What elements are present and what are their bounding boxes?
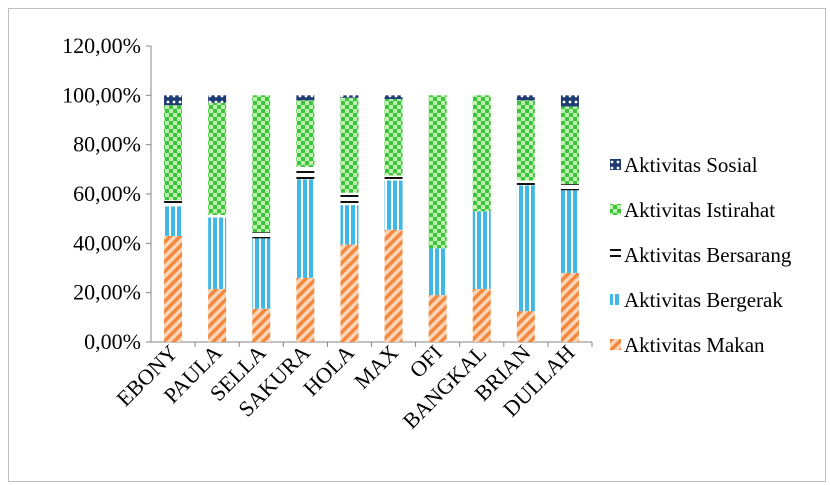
bar-segment-aktivitas-bergerak-ofi bbox=[428, 248, 447, 296]
bar-segment-aktivitas-bergerak-hola bbox=[340, 205, 359, 245]
bar-segment-aktivitas-istirahat-paula bbox=[208, 102, 227, 215]
bar-segment-aktivitas-bersarang-brian bbox=[516, 180, 535, 186]
bar-segment-aktivitas-sosial-brian bbox=[516, 95, 535, 101]
bar-segment-aktivitas-istirahat-brian bbox=[516, 100, 535, 181]
bar-segment-aktivitas-bergerak-brian bbox=[516, 185, 535, 312]
bar-segment-aktivitas-bergerak-dullah bbox=[560, 190, 579, 273]
legend-label: Aktivitas Istirahat bbox=[624, 198, 775, 222]
bar-segment-aktivitas-bergerak-sella bbox=[252, 238, 271, 309]
bar-segment-aktivitas-bergerak-ebony bbox=[164, 206, 183, 236]
bar-segment-aktivitas-bersarang-ebony bbox=[164, 200, 183, 207]
bar-segment-aktivitas-sosial-dullah bbox=[560, 95, 579, 107]
bar-segment-aktivitas-bersarang-max bbox=[384, 175, 403, 181]
legend-label: Aktivitas Bersarang bbox=[624, 243, 792, 267]
bar-segment-aktivitas-sosial-ebony bbox=[164, 95, 183, 106]
bar-segment-aktivitas-istirahat-max bbox=[384, 99, 403, 176]
legend: Aktivitas Sosial Aktivitas Istirahat Aktiv… bbox=[610, 153, 792, 357]
chart-frame: 0,00% 20,00% 40,00% 60,00% 80,00% 100,00% 120,… bbox=[8, 8, 826, 482]
y-tick-label: 120,00% bbox=[62, 33, 141, 58]
bar-segment-aktivitas-bergerak-max bbox=[384, 180, 403, 230]
y-tick-label: 0,00% bbox=[84, 329, 141, 354]
y-tick-label: 80,00% bbox=[73, 132, 141, 157]
y-tick-label: 60,00% bbox=[73, 181, 141, 206]
y-tick-label: 20,00% bbox=[73, 280, 141, 305]
bar-segment-aktivitas-istirahat-ofi bbox=[428, 95, 447, 249]
legend-label: Aktivitas Sosial bbox=[624, 153, 758, 177]
bar-segment-aktivitas-istirahat-sakura bbox=[296, 100, 315, 167]
bar-segment-aktivitas-bersarang-dullah bbox=[560, 184, 579, 191]
bar-segment-aktivitas-bersarang-sakura bbox=[296, 166, 315, 180]
bar-segment-aktivitas-istirahat-hola bbox=[340, 97, 359, 193]
bar-segment-aktivitas-bersarang-hola bbox=[340, 192, 359, 206]
bar-segment-aktivitas-makan-hola bbox=[340, 244, 359, 342]
y-tick-label: 40,00% bbox=[73, 230, 141, 255]
bar-segment-aktivitas-sosial-paula bbox=[208, 95, 227, 103]
bar-segment-aktivitas-makan-max bbox=[384, 229, 403, 342]
bar-segment-aktivitas-bersarang-sella bbox=[252, 232, 271, 239]
bars bbox=[164, 95, 579, 342]
bar-segment-aktivitas-makan-paula bbox=[208, 288, 227, 342]
legend-swatch-aktivitas-bergerak bbox=[610, 294, 621, 305]
bar-segment-aktivitas-bersarang-paula bbox=[208, 214, 227, 218]
stacked-bar-chart: 0,00% 20,00% 40,00% 60,00% 80,00% 100,00% 120,… bbox=[62, 33, 792, 434]
bar-segment-aktivitas-istirahat-ebony bbox=[164, 105, 183, 201]
y-tick-label: 100,00% bbox=[62, 82, 141, 107]
bar-segment-aktivitas-sosial-hola bbox=[340, 95, 359, 98]
bar-segment-aktivitas-sosial-max bbox=[384, 95, 403, 100]
legend-swatch-aktivitas-sosial bbox=[610, 159, 621, 170]
bar-segment-aktivitas-makan-ebony bbox=[164, 235, 183, 342]
legend-swatch-aktivitas-bersarang bbox=[610, 249, 621, 260]
legend-label: Aktivitas Bergerak bbox=[624, 288, 783, 312]
bar-segment-aktivitas-sosial-sakura bbox=[296, 95, 315, 101]
bar-segment-aktivitas-makan-ofi bbox=[428, 295, 447, 342]
axes: 0,00% 20,00% 40,00% 60,00% 80,00% 100,00% 120,… bbox=[62, 33, 593, 434]
legend-swatch-aktivitas-makan bbox=[610, 339, 621, 350]
legend-label: Aktivitas Makan bbox=[624, 333, 765, 357]
bar-segment-aktivitas-istirahat-sella bbox=[252, 95, 271, 233]
x-tick-label: MAX bbox=[349, 340, 403, 394]
bar-segment-aktivitas-bergerak-sakura bbox=[296, 179, 315, 278]
bar-segment-aktivitas-bergerak-paula bbox=[208, 217, 227, 289]
legend-swatch-aktivitas-istirahat bbox=[610, 204, 621, 215]
bar-segment-aktivitas-bergerak-bangkal bbox=[472, 211, 491, 289]
bar-segment-aktivitas-makan-sakura bbox=[296, 277, 315, 342]
bar-segment-aktivitas-makan-sella bbox=[252, 308, 271, 342]
bar-segment-aktivitas-makan-brian bbox=[516, 311, 535, 342]
bar-segment-aktivitas-makan-dullah bbox=[560, 272, 579, 342]
x-tick-label: HOLA bbox=[298, 340, 359, 401]
bar-segment-aktivitas-istirahat-bangkal bbox=[472, 95, 491, 212]
bar-segment-aktivitas-istirahat-dullah bbox=[560, 106, 579, 185]
bar-segment-aktivitas-makan-bangkal bbox=[472, 288, 491, 342]
